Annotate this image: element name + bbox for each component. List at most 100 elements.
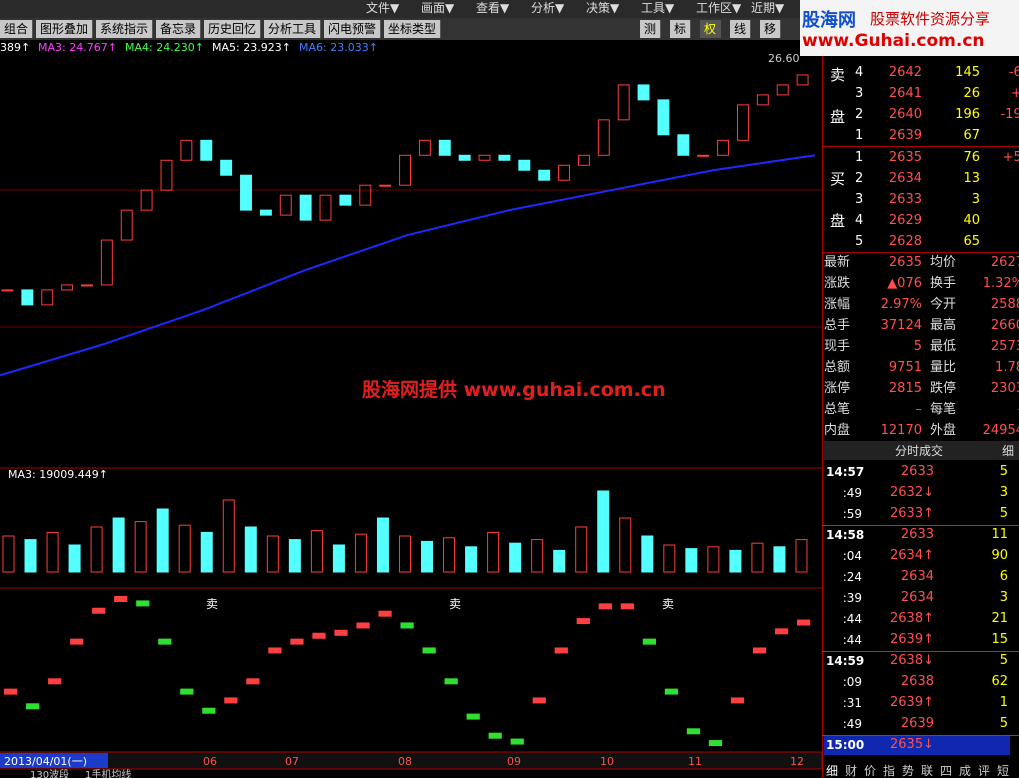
side-tab[interactable]: 四 [940, 764, 953, 778]
volume-bar [597, 490, 610, 573]
volume-bar [465, 546, 478, 573]
side-tab[interactable]: 势 [902, 764, 915, 778]
level: 4 [855, 65, 864, 80]
sell-label: 卖 [206, 597, 218, 611]
side-tab[interactable]: 财 [845, 764, 858, 778]
volume: 76 [963, 150, 980, 165]
side-tab[interactable]: 评 [978, 764, 991, 778]
sell-label: 卖 [449, 597, 461, 611]
trade-time: 14:58 [826, 528, 865, 542]
level: 5 [855, 234, 864, 249]
trade-price: 2633↑ [890, 506, 934, 521]
indicator-bar [708, 740, 723, 747]
stat-label: 内盘 [824, 423, 851, 438]
side-tab[interactable]: 价 [864, 764, 877, 778]
stat-value: ▲076 [887, 276, 922, 291]
stat-value: 1.32% [982, 276, 1019, 291]
stat-label: 最低 [930, 339, 957, 354]
candle [498, 154, 511, 161]
stat-value: 2815 [888, 381, 922, 396]
menu-item[interactable]: 工具▼ [641, 1, 675, 15]
trade-volume: 3 [999, 590, 1008, 605]
side-label: 盘 [830, 108, 846, 126]
toolbar-button[interactable]: 图形叠加 [36, 20, 94, 38]
side-tab[interactable]: 短 [997, 764, 1010, 778]
menu-item[interactable]: 查看▼ [476, 1, 510, 15]
indicator-bar [114, 596, 128, 602]
level: 1 [855, 128, 864, 143]
toolbar-button[interactable]: 历史回忆 [204, 20, 262, 38]
side-label: 买 [830, 170, 846, 188]
month-label: 09 [507, 755, 521, 768]
stat-label: 今开 [930, 297, 957, 312]
side-tab[interactable]: 成 [959, 764, 972, 778]
stat-value: 37124 [880, 318, 922, 333]
candle [61, 284, 74, 291]
volume-bar [222, 499, 235, 573]
price: 2641 [888, 86, 922, 101]
trade-time: :49 [842, 717, 862, 731]
toolbar-button[interactable]: 组合 [0, 20, 34, 38]
toolbar-button[interactable]: 坐标类型 [384, 20, 442, 38]
toolbar-button[interactable]: 线 [730, 20, 752, 38]
sell-label: 卖 [662, 597, 674, 611]
toolbar-button[interactable]: 权 [700, 20, 722, 38]
candle [597, 119, 610, 156]
candle [259, 209, 272, 216]
candle [756, 94, 769, 106]
change: +5 [1010, 86, 1019, 101]
stat-label: 涨幅 [824, 297, 851, 312]
indicator-bar [752, 647, 767, 654]
candle [418, 139, 431, 156]
candle [279, 194, 292, 216]
toolbar-button[interactable]: 闪电预警 [324, 20, 382, 38]
volume-bar [487, 531, 500, 573]
separator [822, 525, 1019, 526]
volume-bar [332, 544, 345, 573]
volume-bar [2, 535, 15, 573]
toolbar-button[interactable]: 标 [670, 20, 692, 38]
trade-price: 2634 [900, 569, 934, 584]
volume: 40 [963, 213, 980, 228]
indicator-bar [334, 629, 348, 636]
toolbar-button[interactable]: 测 [640, 20, 662, 38]
toolbar-button[interactable]: 系统指示 [96, 20, 154, 38]
trade-time: 14:59 [826, 654, 865, 668]
menu-item[interactable]: 决策▼ [586, 1, 620, 15]
date-bar [0, 751, 822, 770]
trade-price: 2639↑ [890, 632, 934, 647]
trade-time: :09 [842, 675, 862, 689]
level: 1 [855, 150, 864, 165]
volume-bar [509, 542, 522, 573]
stat-label: 现手 [824, 339, 851, 354]
indicator-bar [180, 688, 194, 695]
toolbar-button[interactable]: 备忘录 [156, 20, 202, 38]
toolbar-button[interactable]: 移 [760, 20, 782, 38]
indicator-bar [532, 697, 546, 704]
side-tab[interactable]: 联 [921, 764, 934, 778]
trade-volume: 5 [999, 464, 1008, 479]
candle [717, 139, 730, 156]
trade-volume: 1 [999, 695, 1008, 710]
toolbar-button[interactable]: 分析工具 [264, 20, 322, 38]
watermark: 股海网提供 www.guhai.com.cn [362, 378, 666, 401]
menu-item[interactable]: 分析▼ [531, 1, 565, 15]
stat-value: 2660 [990, 318, 1019, 333]
menu-item[interactable]: 工作区▼ [696, 1, 742, 15]
indicator-bar [620, 603, 634, 610]
volume-bar [266, 535, 279, 573]
menu-item[interactable]: 画面▼ [421, 1, 455, 15]
candle [637, 84, 650, 101]
side-tab[interactable]: 细 [826, 764, 839, 778]
month-label: 07 [285, 755, 299, 768]
menu-item[interactable]: 文件▼ [366, 1, 400, 15]
stat-label: 总手 [824, 318, 851, 333]
month-label: 12 [790, 755, 804, 768]
stat-value: 2573 [990, 339, 1019, 354]
menu-item[interactable]: 近期▼ [751, 1, 785, 15]
trades-tab[interactable]: 细 [1002, 444, 1015, 458]
volume-bar [200, 531, 213, 573]
indicator-bar [554, 647, 568, 654]
side-tab[interactable]: 指 [883, 764, 896, 778]
indicator-bar [70, 638, 84, 645]
